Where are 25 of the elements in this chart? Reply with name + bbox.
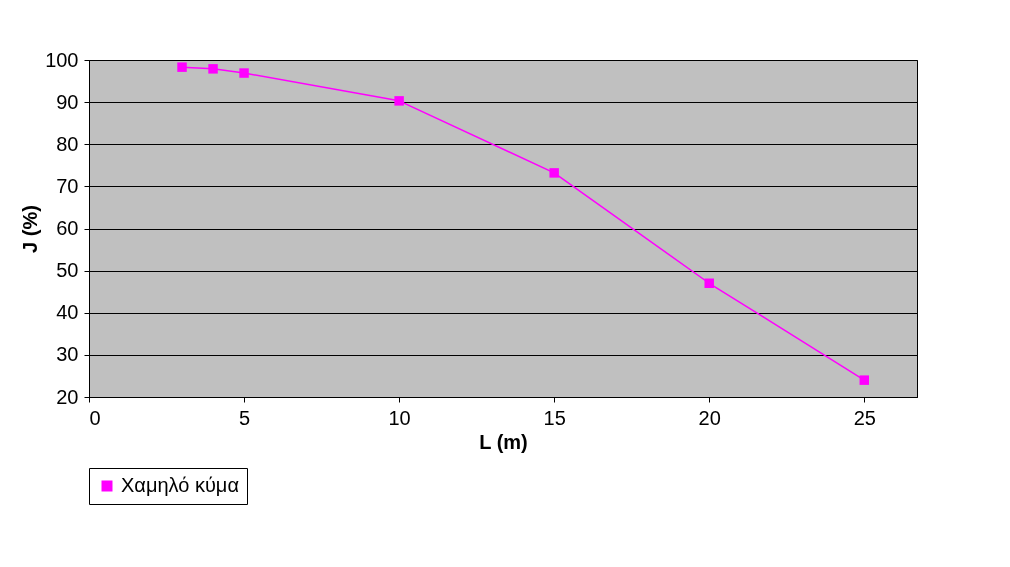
point: [859, 375, 870, 385]
y-tick-label: 80: [56, 132, 79, 155]
y-tick-label: 60: [56, 217, 79, 239]
point: [208, 64, 218, 74]
point: [549, 168, 559, 178]
x-tick-label: 10: [388, 406, 411, 429]
y-tick-label: 30: [56, 343, 79, 366]
legend-label: Χαμηλό κύμα: [121, 474, 239, 496]
y-tick-label: 20: [56, 385, 79, 408]
y-tick-label: 100: [45, 48, 79, 71]
x-tick-label: 20: [698, 406, 721, 429]
point: [394, 96, 404, 106]
y-tick-label: 70: [56, 174, 79, 197]
point: [704, 278, 714, 289]
x-tick-label: 25: [853, 406, 876, 429]
x-tick-label: 0: [89, 406, 101, 429]
x-axis-title: L (m): [479, 430, 528, 453]
y-axis-title: J (%): [19, 205, 42, 253]
y-tick-label: 90: [56, 90, 79, 113]
y-tick-label: 40: [56, 301, 79, 324]
x-tick-label: 15: [543, 406, 566, 429]
y-tick-label: 50: [56, 259, 79, 282]
point: [177, 62, 187, 72]
point: [239, 68, 249, 78]
x-tick-label: 5: [238, 406, 251, 429]
